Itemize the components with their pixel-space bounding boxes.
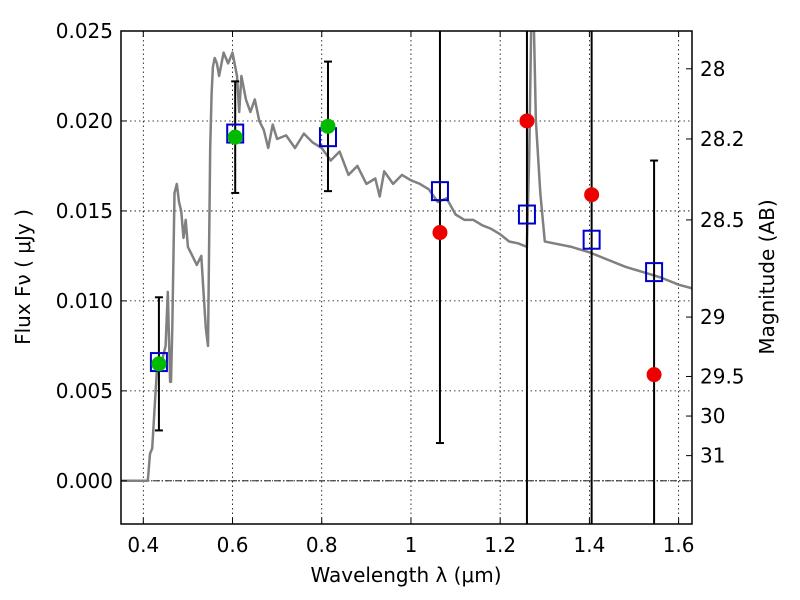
x-tick-label: 0.8 xyxy=(306,533,338,557)
upper-limit-marker xyxy=(646,367,662,383)
y-tick-label: 0.025 xyxy=(56,19,113,43)
synthetic-flux-marker xyxy=(645,262,664,283)
y2-tick-label: 28.5 xyxy=(700,208,745,232)
y2-tick-label: 31 xyxy=(700,444,725,468)
y2-tick-label: 30 xyxy=(700,404,725,428)
x-tick-label: 0.4 xyxy=(127,533,159,557)
synthetic-flux-marker xyxy=(582,229,601,250)
y2-tick-label: 29.5 xyxy=(700,364,745,388)
plot-area xyxy=(121,31,692,524)
y-tick-label: 0.000 xyxy=(56,469,113,493)
y2-axis-title: Magnitude (AB) xyxy=(755,199,779,354)
axis-tick-labels: 0.4 0.6 0.8 1 1.2 1.4 1.6 0.000 0.005 0.010 0.015 0… xyxy=(56,19,745,557)
plot-frame xyxy=(120,30,693,525)
detection-marker xyxy=(227,129,243,145)
x-tick-label: 1.2 xyxy=(484,533,516,557)
detection-marker xyxy=(320,118,336,134)
x-tick-label: 1.4 xyxy=(573,533,605,557)
synthetic-flux-marker xyxy=(430,181,449,202)
upper-limit-marker xyxy=(584,187,600,203)
y-tick-label: 0.005 xyxy=(56,379,113,403)
y-tick-label: 0.020 xyxy=(56,109,113,133)
detection-marker xyxy=(151,356,167,372)
upper-limit-marker xyxy=(432,225,448,241)
y-tick-label: 0.010 xyxy=(56,289,113,313)
y2-tick-label: 28 xyxy=(700,57,725,81)
y-tick-label: 0.015 xyxy=(56,199,113,223)
x-tick-label: 1.6 xyxy=(663,533,695,557)
model-spectrum-line xyxy=(121,31,692,483)
synthetic-flux-marker xyxy=(517,204,536,225)
upper-limit-marker xyxy=(519,113,535,129)
plot-background xyxy=(121,31,692,524)
x-axis-title: Wavelength λ (μm) xyxy=(310,563,501,587)
y2-tick-label: 28.2 xyxy=(700,127,745,151)
x-tick-label: 1 xyxy=(405,533,418,557)
x-tick-label: 0.6 xyxy=(217,533,249,557)
y2-tick-label: 29 xyxy=(700,305,725,329)
y-axis-title: Flux Fν ( μJy ) xyxy=(11,209,35,345)
axis-ticks xyxy=(121,30,692,524)
